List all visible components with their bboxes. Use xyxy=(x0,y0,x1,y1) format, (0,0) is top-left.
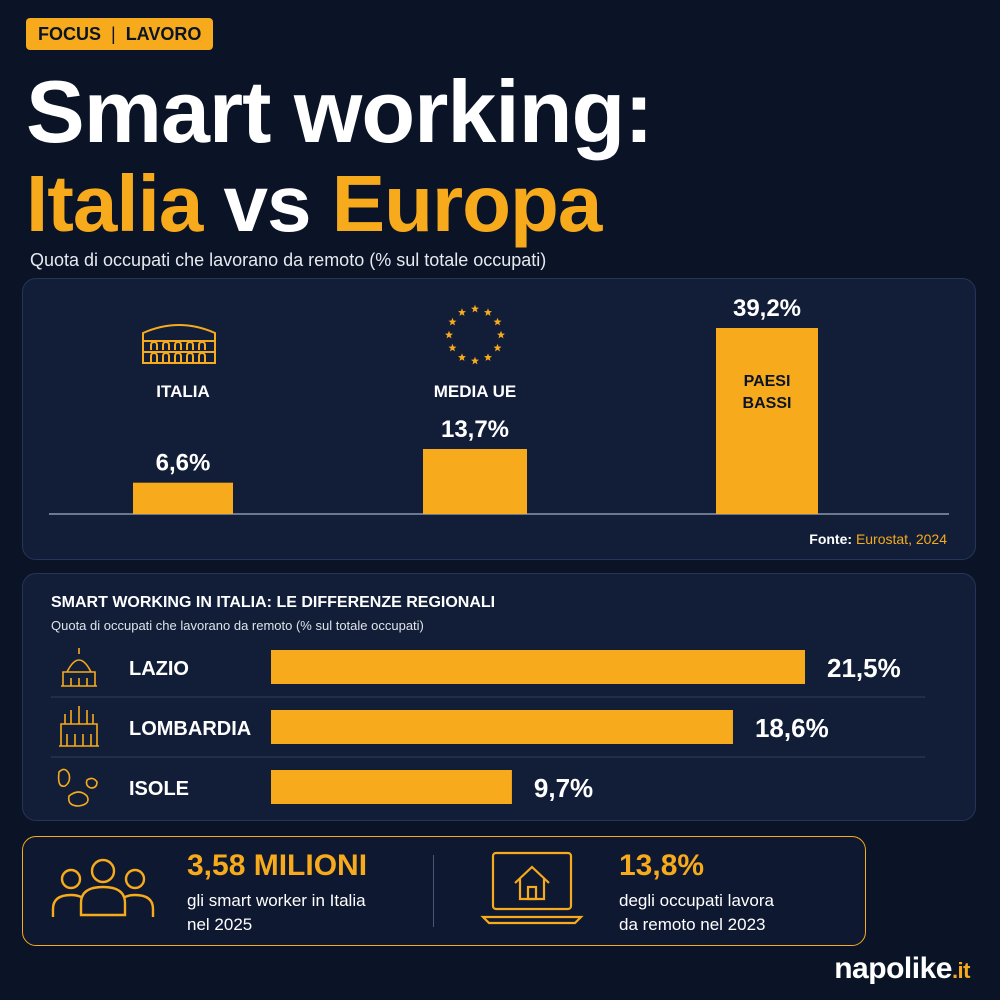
eu-stars-icon xyxy=(445,304,505,365)
source-label: Fonte: xyxy=(809,531,853,547)
bar-isole xyxy=(271,770,512,804)
brand-name: napolike xyxy=(834,952,952,985)
category-label: MEDIA UE xyxy=(434,382,517,401)
stat-remote-text: degli occupati lavora da remoto nel 2023 xyxy=(619,889,774,937)
page-subtitle: Quota di occupati che lavorano da remoto… xyxy=(30,250,547,270)
islands-icon xyxy=(57,768,98,807)
category-label-line2: BASSI xyxy=(743,395,792,412)
eu-star xyxy=(484,308,492,316)
category-label: ISOLE xyxy=(129,778,189,800)
bar-lazio xyxy=(271,650,805,684)
chart-source: Fonte: Eurostat, 2024 xyxy=(809,531,947,547)
source-value: Eurostat, 2024 xyxy=(855,531,947,547)
title-vs: vs xyxy=(223,159,312,248)
value-label: 13,7% xyxy=(441,416,509,443)
people-icon xyxy=(51,858,155,917)
title-europa: Europa xyxy=(331,159,603,248)
dome-icon xyxy=(61,648,97,687)
bar-lombardia xyxy=(271,710,733,744)
colosseum-icon xyxy=(142,324,216,364)
category-label: ITALIA xyxy=(156,382,210,401)
value-label: 6,6% xyxy=(156,450,211,477)
eu-star xyxy=(471,304,479,313)
bar-media-ue xyxy=(423,448,527,514)
value-label: 39,2% xyxy=(733,295,801,322)
tag-lavoro: LAVORO xyxy=(125,24,202,44)
stat-smart-workers-text: gli smart worker in Italia nel 2025 xyxy=(187,889,366,937)
eu-star xyxy=(497,330,505,339)
comparison-chart-panel: 6,6% ITALIA 13,7% MEDIA UE 39,2% PAESI BASSI F… xyxy=(22,278,976,560)
value-label: 9,7% xyxy=(534,773,593,803)
eu-star xyxy=(493,317,502,326)
brand-logo: napolike.it xyxy=(834,952,970,986)
regional-chart-panel: SMART WORKING IN ITALIA: LE DIFFERENZE R… xyxy=(22,573,976,821)
eu-star xyxy=(458,308,466,316)
value-label: 18,6% xyxy=(755,713,829,743)
comparison-bar-chart: 6,6% ITALIA 13,7% MEDIA UE 39,2% PAESI BASSI xyxy=(49,295,949,515)
regional-bar-chart: LAZIO 21,5% LOMBARDIA 18,6% ISOLE 9,7% xyxy=(51,648,925,807)
stat-smart-workers-line2: nel 2025 xyxy=(187,915,253,934)
title-line1: Smart working: xyxy=(26,62,654,161)
eu-star xyxy=(471,356,479,365)
laptop-home-icon xyxy=(480,851,584,925)
stat-smart-workers-line1: gli smart worker in Italia xyxy=(187,891,366,910)
cathedral-icon xyxy=(59,706,99,747)
eu-star xyxy=(484,353,492,361)
eu-star xyxy=(458,353,466,361)
stat-remote-value: 13,8% xyxy=(619,849,705,882)
category-label: LOMBARDIA xyxy=(129,718,251,740)
title-line2: Italia vs Europa xyxy=(26,158,603,250)
eu-star xyxy=(448,343,457,352)
stat-smart-workers-value: 3,58 MILIONI xyxy=(187,849,368,882)
eu-star xyxy=(493,343,502,352)
tag-separator: | xyxy=(111,24,116,44)
stats-divider xyxy=(433,855,434,927)
category-tag: FOCUS | LAVORO xyxy=(26,18,214,50)
regional-chart-subtitle: Quota di occupati che lavorano da remoto… xyxy=(51,618,424,633)
value-label: 21,5% xyxy=(827,653,901,683)
category-label: LAZIO xyxy=(129,658,189,680)
brand-suffix: .it xyxy=(951,958,971,983)
category-label: PAESI xyxy=(744,373,791,390)
title-italia: Italia xyxy=(26,159,203,248)
eu-star xyxy=(448,317,457,326)
stat-remote-line2: da remoto nel 2023 xyxy=(619,915,766,934)
bar-italia xyxy=(133,482,233,514)
eu-star xyxy=(445,330,453,339)
stat-remote-line1: degli occupati lavora xyxy=(619,891,774,910)
bar-paesi-bassi xyxy=(716,328,818,514)
stats-panel: 3,58 MILIONI gli smart worker in Italia … xyxy=(22,836,866,946)
regional-chart-title: SMART WORKING IN ITALIA: LE DIFFERENZE R… xyxy=(51,594,496,611)
tag-focus: FOCUS xyxy=(38,24,101,44)
